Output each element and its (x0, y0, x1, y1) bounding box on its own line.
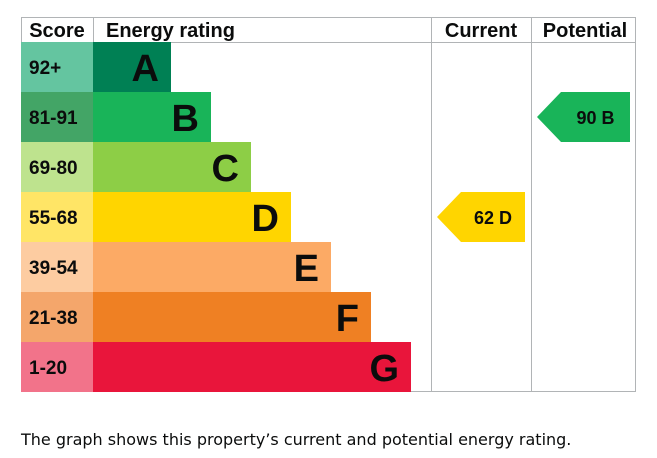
rating-indicators: 62 D 90 B (437, 92, 630, 242)
rating-letter-c: C (212, 148, 239, 190)
header-energy-rating: Energy rating (106, 20, 235, 42)
score-cell-d (21, 192, 93, 242)
score-range-g: 1-20 (29, 358, 67, 379)
score-cell-b (21, 92, 93, 142)
chart-caption: The graph shows this property’s current … (21, 430, 572, 449)
rating-letter-b: B (172, 98, 199, 140)
energy-rating-chart: Score Energy rating Current Potential 92… (21, 17, 636, 392)
current-rating-label: 62 D (474, 208, 512, 228)
rating-bar-e (93, 242, 331, 292)
score-range-b: 81-91 (29, 108, 78, 129)
rating-letter-e: E (294, 248, 319, 290)
header-current: Current (445, 20, 518, 42)
rating-bar-b (93, 92, 211, 142)
score-range-a: 92+ (29, 58, 61, 79)
header-score: Score (29, 20, 85, 42)
score-range-c: 69-80 (29, 158, 78, 179)
rating-bar-g (93, 342, 411, 392)
score-range-e: 39-54 (29, 258, 78, 279)
score-range-d: 55-68 (29, 208, 78, 229)
header-potential: Potential (543, 20, 627, 42)
score-cell-f (21, 292, 93, 342)
current-rating-arrow (437, 192, 525, 242)
rating-bar-f (93, 292, 371, 342)
score-cell-a (21, 42, 93, 92)
score-cell-e (21, 242, 93, 292)
rating-bar-c (93, 142, 251, 192)
rating-bar-a (93, 42, 171, 92)
potential-rating-arrow (537, 92, 630, 142)
rating-letter-a: A (132, 48, 159, 90)
potential-rating-label: 90 B (576, 108, 614, 128)
score-range-f: 21-38 (29, 308, 78, 329)
rating-letter-f: F (336, 298, 359, 340)
rating-bands: 92+ A 81-91 B 69-80 C 55-68 D 39-54 E 21-38 F 1-20 G (21, 42, 411, 392)
score-cell-c (21, 142, 93, 192)
rating-letter-g: G (369, 348, 399, 390)
rating-bar-d (93, 192, 291, 242)
rating-letter-d: D (252, 198, 279, 240)
score-cell-g (21, 342, 93, 392)
